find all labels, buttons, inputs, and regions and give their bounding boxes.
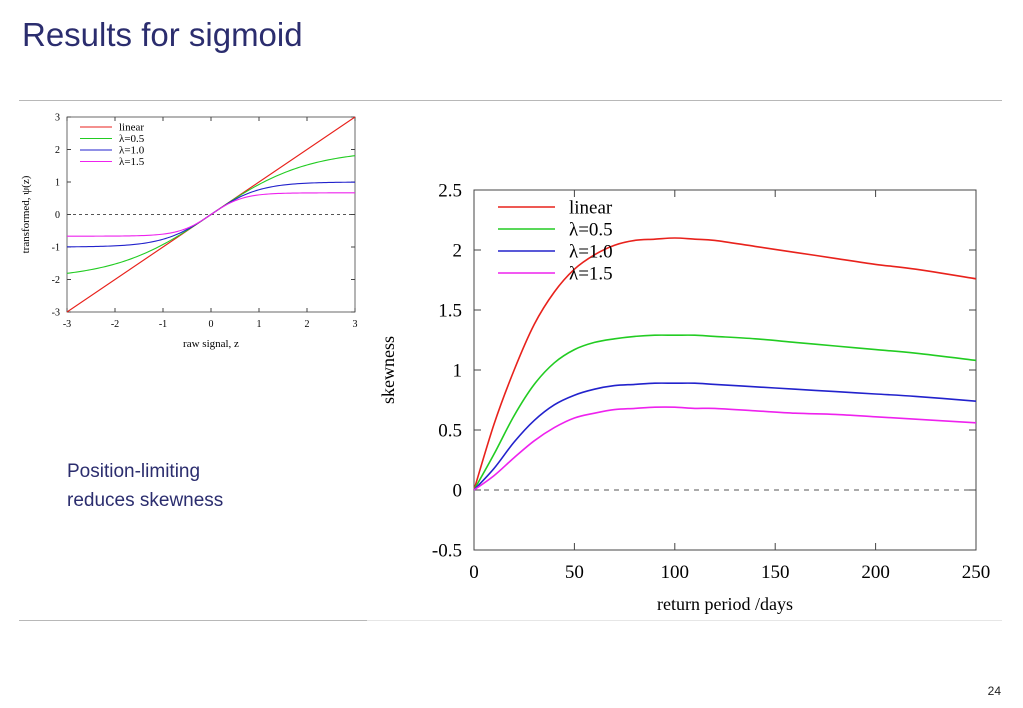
- x-tick-label: 50: [565, 562, 584, 583]
- y-tick-label: 1.5: [438, 301, 462, 322]
- bottom-divider-right: [367, 620, 1002, 621]
- x-tick-label: 150: [761, 562, 790, 583]
- y-tick-label: 0: [453, 481, 463, 502]
- x-tick-label: 100: [661, 562, 690, 583]
- series-line-2: [473, 334, 977, 491]
- page-number: 24: [987, 684, 1001, 698]
- y-tick-label: 0: [55, 210, 60, 221]
- x-tick-label: 0: [469, 562, 479, 583]
- y-tick-label: 2: [55, 145, 60, 156]
- series-line-4: [67, 192, 355, 237]
- y-tick-label: 2.5: [438, 181, 462, 202]
- y-tick-label: -3: [52, 308, 60, 319]
- x-tick-label: 200: [861, 562, 890, 583]
- y-axis-label: transformed, ψ(z): [20, 175, 32, 253]
- legend-label: linear: [569, 197, 613, 218]
- series-line-1: [473, 237, 977, 491]
- y-tick-label: 1: [55, 178, 60, 189]
- series-line-3: [473, 382, 977, 491]
- x-tick-label: -2: [111, 319, 119, 330]
- y-tick-label: -0.5: [432, 541, 462, 562]
- y-tick-label: -1: [52, 243, 60, 254]
- plot-frame: [473, 189, 977, 551]
- x-tick-label: 1: [257, 319, 262, 330]
- legend-label: λ=0.5: [569, 219, 613, 240]
- slide-caption: Position-limiting reduces skewness: [67, 461, 224, 511]
- series-line-4: [473, 406, 977, 491]
- y-tick-label: 2: [453, 241, 463, 262]
- slide-title: Results for sigmoid: [22, 16, 303, 53]
- legend-label: λ=1.0: [569, 241, 613, 262]
- bottom-divider-left: [19, 620, 367, 621]
- y-tick-label: 0.5: [438, 421, 462, 442]
- x-tick-label: 250: [962, 562, 991, 583]
- x-tick-label: -1: [159, 319, 167, 330]
- y-axis-label: skewness: [378, 336, 398, 404]
- y-tick-label: -2: [52, 275, 60, 286]
- legend-label: linear: [119, 122, 144, 134]
- top-divider: [19, 100, 1002, 101]
- y-tick-label: 1: [453, 361, 463, 382]
- x-tick-label: -3: [63, 319, 71, 330]
- x-axis-label: return period /days: [657, 594, 793, 614]
- x-tick-label: 2: [305, 319, 310, 330]
- legend-label: λ=1.5: [119, 156, 145, 168]
- y-tick-label: 3: [55, 113, 60, 124]
- x-tick-label: 3: [353, 319, 358, 330]
- x-axis-label: raw signal, z: [183, 338, 239, 350]
- legend-label: λ=0.5: [119, 133, 145, 145]
- legend-label: λ=1.0: [119, 145, 145, 157]
- x-tick-label: 0: [209, 319, 214, 330]
- legend-label: λ=1.5: [569, 263, 613, 284]
